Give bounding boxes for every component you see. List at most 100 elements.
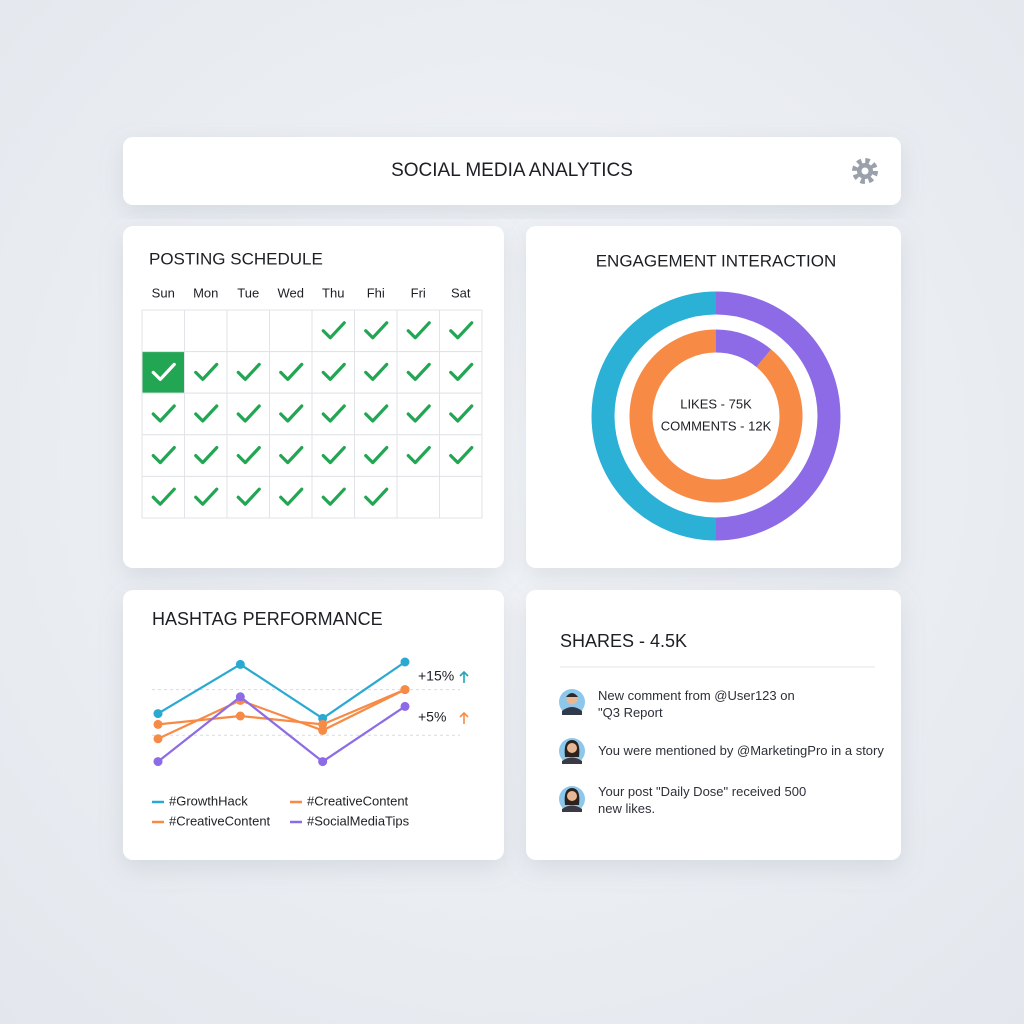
check-mark <box>364 446 389 465</box>
calendar-cell <box>396 475 440 519</box>
data-point <box>153 757 163 767</box>
check-mark <box>364 404 389 423</box>
avatar <box>559 738 585 764</box>
day-label: Fri <box>411 285 426 300</box>
activity-card <box>526 590 901 860</box>
avatar-body <box>562 707 582 715</box>
notification: You were mentioned by @MarketingPro in a… <box>598 743 884 758</box>
avatar-face <box>567 791 577 801</box>
check-mark <box>151 446 176 465</box>
check-mark <box>364 362 389 381</box>
avatar-face <box>567 743 577 753</box>
schedule-title: POSTING SCHEDULE <box>149 249 323 268</box>
notification: Your post "Daily Dose" received 500 new … <box>598 784 807 816</box>
check-mark <box>406 404 431 423</box>
data-point <box>318 725 328 735</box>
engagement-title: ENGAGEMENT INTERACTION <box>596 251 837 270</box>
check-mark <box>279 487 304 506</box>
calendar-cell <box>269 309 313 353</box>
calendar-cell <box>184 392 228 436</box>
day-label: Mon <box>193 285 218 300</box>
ring-segment <box>629 329 803 503</box>
check-mark <box>194 362 219 381</box>
avatar <box>559 786 585 812</box>
calendar-cell <box>354 392 398 436</box>
series-line <box>157 688 406 740</box>
calendar-cell <box>226 475 270 519</box>
calendar-cell <box>311 309 355 353</box>
legend-label: #CreativeContent <box>307 793 409 808</box>
data-point <box>318 757 328 767</box>
check-mark <box>236 404 261 423</box>
check-mark <box>236 487 261 506</box>
check-mark <box>321 446 346 465</box>
calendar-cell <box>396 309 440 353</box>
calendar-cell <box>269 475 313 519</box>
data-point <box>400 701 410 711</box>
check-mark <box>406 446 431 465</box>
gear-hole <box>861 167 869 175</box>
calendar-cell <box>269 434 313 477</box>
calendar-cell <box>354 351 398 394</box>
check-mark <box>151 404 176 423</box>
check-mark <box>194 404 219 423</box>
check-mark <box>364 321 389 340</box>
trend-arrow <box>459 711 469 724</box>
gear-teeth <box>852 158 878 184</box>
data-point <box>153 719 163 729</box>
check-mark <box>449 362 474 381</box>
check-mark <box>279 404 304 423</box>
day-label: Wed <box>278 285 305 300</box>
calendar-cell <box>141 351 185 394</box>
settings-icon[interactable] <box>852 158 878 184</box>
comments-label: COMMENTS - 12K <box>661 418 772 433</box>
calendar-cell <box>354 309 398 353</box>
annotation: +15% <box>418 668 454 684</box>
calendar-cell <box>141 392 185 436</box>
calendar-cell <box>311 475 355 519</box>
check-mark <box>151 487 176 506</box>
check-mark <box>194 446 219 465</box>
calendar-cell <box>184 434 228 477</box>
series-line <box>157 661 406 720</box>
calendar-cell <box>226 392 270 436</box>
data-point <box>153 734 163 744</box>
trend-arrow <box>459 670 469 683</box>
check-mark <box>364 487 389 506</box>
calendar-cell <box>184 351 228 394</box>
notification: New comment from @User123 on "Q3 Report <box>598 688 795 720</box>
calendar-cell <box>396 392 440 436</box>
calendar-cell <box>311 434 355 477</box>
check-mark <box>279 446 304 465</box>
calendar-cell <box>439 309 483 353</box>
check-mark <box>151 362 176 381</box>
activity-title: SHARES - 4.5K <box>560 631 687 651</box>
check-mark <box>406 362 431 381</box>
calendar-cell <box>141 434 185 477</box>
check-mark <box>194 487 219 506</box>
check-mark <box>321 404 346 423</box>
data-point <box>235 692 245 702</box>
calendar-cell <box>141 309 185 353</box>
data-point <box>400 657 410 667</box>
calendar-cell <box>269 351 313 394</box>
check-mark <box>406 321 431 340</box>
calendar-cell <box>226 309 270 353</box>
calendar-cell <box>184 309 228 353</box>
calendar-cell <box>269 392 313 436</box>
day-label: Fhi <box>367 285 385 300</box>
day-label: Thu <box>322 285 344 300</box>
calendar-cell <box>226 351 270 394</box>
avatar-hair <box>566 693 578 697</box>
check-mark <box>279 362 304 381</box>
avatar-body <box>562 805 582 812</box>
hashtag-title: HASHTAG PERFORMANCE <box>152 609 383 629</box>
data-point <box>235 711 245 721</box>
calendar-cell <box>354 475 398 519</box>
day-label: Sun <box>152 285 175 300</box>
legend-label: #CreativeContent <box>169 813 271 828</box>
check-mark <box>449 321 474 340</box>
avatar-body <box>562 757 582 764</box>
